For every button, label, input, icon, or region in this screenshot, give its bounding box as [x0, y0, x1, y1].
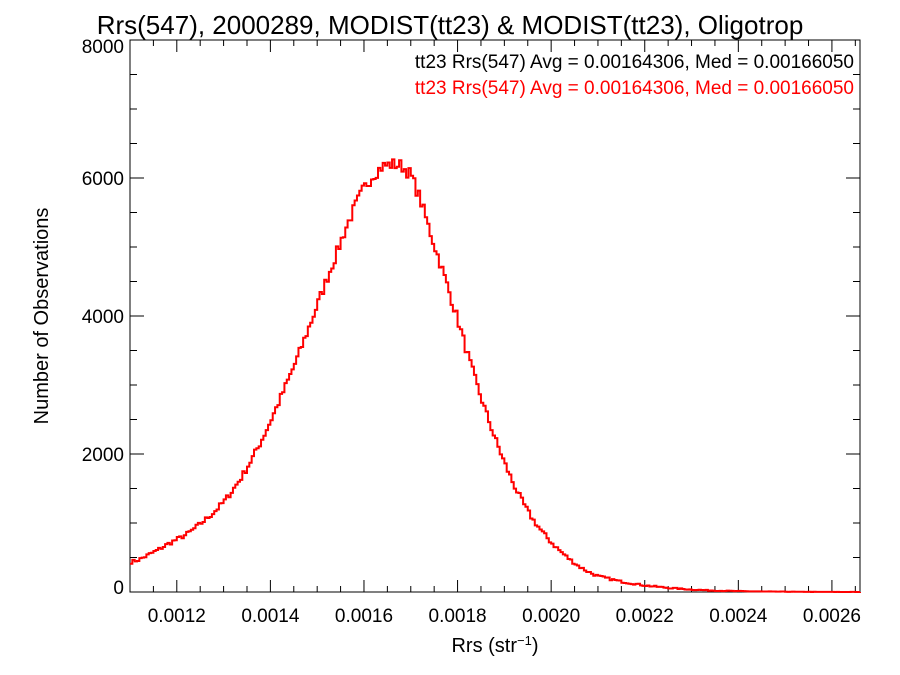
x-tick-label: 0.0026 — [803, 606, 861, 627]
legend: tt23 Rrs(547) Avg = 0.00164306, Med = 0.… — [415, 52, 854, 99]
x-tick-label: 0.0018 — [429, 606, 487, 627]
axis-ticks — [129, 39, 860, 593]
x-tick-label: 0.0024 — [709, 606, 768, 627]
x-axis-label-suffix: ) — [532, 635, 539, 657]
x-tick-labels: 0.0012 0.0014 0.0016 0.0018 0.0020 0.0022 0.00… — [148, 606, 861, 627]
x-tick-label: 0.0012 — [148, 606, 206, 627]
x-axis-label-prefix: Rrs (str — [451, 635, 517, 657]
plot-frame — [129, 39, 861, 593]
y-tick-label: 2000 — [82, 445, 124, 466]
x-tick-label: 0.0014 — [241, 606, 300, 627]
y-tick-labels: 0 2000 4000 6000 8000 — [82, 37, 124, 599]
legend-entry: tt23 Rrs(547) Avg = 0.00164306, Med = 0.… — [415, 78, 854, 99]
y-tick-label: 8000 — [82, 37, 124, 58]
y-tick-label: 4000 — [82, 307, 124, 328]
y-tick-label: 6000 — [82, 169, 124, 190]
chart-title: Rrs(547), 2000289, MODIST(tt23) & MODIST… — [97, 10, 804, 40]
x-axis-label-superscript: −1 — [517, 633, 532, 648]
x-tick-label: 0.0016 — [335, 606, 393, 627]
series-line-tt23 — [130, 158, 861, 593]
legend-entry: tt23 Rrs(547) Avg = 0.00164306, Med = 0.… — [415, 52, 854, 73]
x-tick-label: 0.0020 — [522, 606, 580, 627]
x-axis-label: Rrs (str−1) — [451, 633, 538, 657]
y-tick-label: 0 — [113, 578, 124, 599]
x-tick-label: 0.0022 — [616, 606, 674, 627]
y-axis-label: Number of Observations — [31, 208, 53, 425]
